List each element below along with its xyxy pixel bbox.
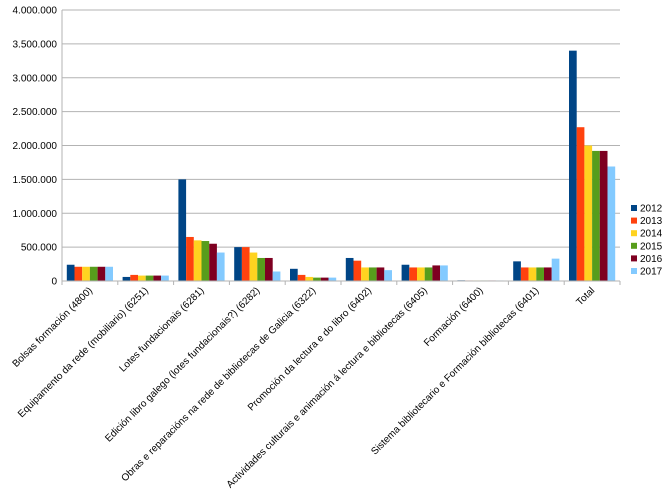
bar-2013-5 bbox=[353, 260, 362, 281]
bar-2016-5 bbox=[376, 267, 385, 281]
bar-2014-3 bbox=[249, 252, 258, 281]
x-tick-label: Promoción da lectura e do libro (6402) bbox=[246, 285, 374, 413]
bar-2013-2 bbox=[186, 236, 194, 281]
bar-2014-9 bbox=[584, 145, 593, 281]
legend-label-2015: 2015 bbox=[640, 241, 663, 252]
axes bbox=[61, 10, 621, 285]
bar-2017-0 bbox=[105, 266, 113, 281]
bar-2016-1 bbox=[153, 275, 162, 281]
bar-2015-3 bbox=[257, 257, 265, 281]
y-tick-label: 1.000.000 bbox=[13, 209, 58, 220]
bar-2017-8 bbox=[551, 258, 560, 281]
y-tick-label: 3.000.000 bbox=[13, 73, 58, 84]
bar-2017-6 bbox=[440, 265, 448, 281]
bar-2016-0 bbox=[97, 266, 106, 281]
legend-label-2012: 2012 bbox=[640, 204, 663, 215]
bar-2015-1 bbox=[145, 275, 154, 281]
bar-2013-8 bbox=[520, 267, 529, 281]
bar-2014-2 bbox=[193, 240, 202, 281]
bar-2013-4 bbox=[297, 274, 306, 281]
bar-2015-9 bbox=[592, 150, 600, 281]
y-tick-label: 500.000 bbox=[21, 243, 58, 254]
bar-2012-0 bbox=[66, 264, 75, 281]
y-axis-tick-labels: 0 500.000 1.000.000 1.500.000 2.000.000 2.500… bbox=[13, 6, 58, 288]
bar-2016-3 bbox=[265, 257, 273, 281]
bar-2014-1 bbox=[138, 275, 146, 281]
bar-2013-1 bbox=[130, 274, 138, 281]
bar-2012-1 bbox=[122, 276, 131, 281]
legend-label-2017: 2017 bbox=[640, 267, 663, 278]
x-tick-label: Actividades culturais e animación á lect… bbox=[225, 285, 430, 490]
bar-2015-4 bbox=[313, 277, 321, 281]
bar-2015-0 bbox=[89, 266, 98, 281]
y-tick-label: 4.000.000 bbox=[13, 6, 58, 17]
legend-swatch-2015 bbox=[631, 242, 637, 249]
bar-2012-3 bbox=[234, 247, 242, 281]
bar-2012-8 bbox=[513, 261, 521, 281]
bar-2015-5 bbox=[368, 267, 377, 281]
bar-2012-2 bbox=[178, 179, 187, 281]
bar-2013-3 bbox=[241, 247, 250, 281]
legend-swatch-2012 bbox=[631, 205, 637, 211]
bar-2013-9 bbox=[576, 127, 585, 282]
legend-swatch-2017 bbox=[631, 268, 637, 274]
bar-2014-5 bbox=[361, 267, 369, 281]
y-tick-label: 2.000.000 bbox=[13, 141, 58, 152]
y-tick-label: 2.500.000 bbox=[13, 107, 58, 118]
grid-lines bbox=[62, 9, 620, 282]
bar-2014-6 bbox=[417, 267, 425, 281]
legend-swatch-2014 bbox=[631, 230, 637, 237]
legend-label-2016: 2016 bbox=[640, 254, 663, 265]
y-tick-label: 0 bbox=[51, 277, 57, 288]
bar-2017-1 bbox=[161, 275, 169, 281]
bar-2016-6 bbox=[432, 265, 441, 281]
legend-label-2014: 2014 bbox=[640, 229, 663, 240]
bar-2012-5 bbox=[345, 257, 354, 281]
bar-2015-8 bbox=[536, 267, 544, 281]
bar-2014-4 bbox=[305, 276, 314, 281]
y-tick-label: 3.500.000 bbox=[13, 39, 58, 50]
bar-2013-0 bbox=[74, 266, 83, 281]
bars bbox=[66, 50, 616, 282]
x-tick-label: Total bbox=[575, 285, 598, 308]
bar-2014-8 bbox=[528, 267, 537, 281]
bar-2017-5 bbox=[384, 270, 392, 281]
bar-2015-2 bbox=[201, 241, 210, 281]
bar-2017-4 bbox=[328, 277, 337, 281]
x-axis-tick-labels: Bolsas formación (4800)Equipamento da re… bbox=[11, 285, 598, 490]
bar-2017-3 bbox=[272, 271, 281, 281]
bar-2017-2 bbox=[216, 252, 225, 281]
bar-2016-9 bbox=[599, 150, 608, 281]
y-tick-label: 1.500.000 bbox=[13, 175, 58, 186]
legend-label-2013: 2013 bbox=[640, 216, 663, 227]
bar-2012-6 bbox=[401, 264, 410, 281]
bar-2013-6 bbox=[409, 267, 417, 281]
bar-2012-4 bbox=[290, 268, 298, 281]
legend-swatch-2013 bbox=[631, 217, 637, 224]
bar-2016-8 bbox=[544, 267, 552, 281]
bar-2014-0 bbox=[82, 266, 90, 281]
x-tick-label: Obras e reparacións na rede de bibliotec… bbox=[119, 285, 318, 484]
bar-2017-9 bbox=[607, 166, 616, 281]
bar-2012-9 bbox=[569, 50, 577, 282]
legend-swatch-2016 bbox=[631, 255, 637, 262]
x-tick-label: Formación (6400) bbox=[422, 285, 486, 349]
bar-2015-6 bbox=[424, 267, 433, 281]
bar-2016-4 bbox=[320, 277, 329, 281]
bar-2016-2 bbox=[209, 243, 217, 281]
